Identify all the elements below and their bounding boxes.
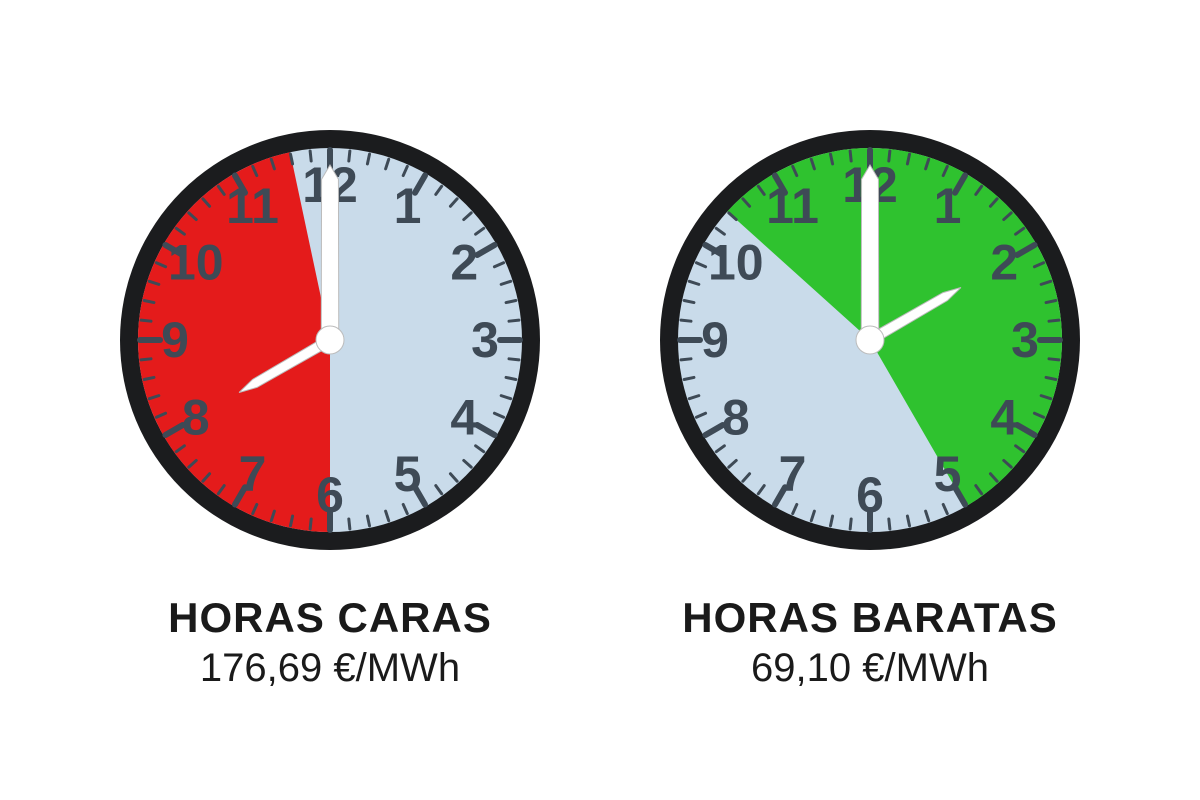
expensive-clock: 123456789101112: [100, 110, 560, 570]
svg-text:7: 7: [239, 446, 267, 502]
svg-text:7: 7: [779, 446, 807, 502]
svg-text:11: 11: [766, 177, 819, 233]
svg-text:1: 1: [394, 177, 422, 233]
cheap-price: 69,10 €/MWh: [751, 646, 989, 691]
cheap-hours-panel: 123456789101112 HORAS BARATAS 69,10 €/MW…: [640, 110, 1100, 691]
svg-text:1: 1: [934, 177, 962, 233]
cheap-title: HORAS BARATAS: [682, 594, 1057, 642]
svg-text:4: 4: [990, 389, 1018, 445]
expensive-title: HORAS CARAS: [168, 594, 492, 642]
svg-text:10: 10: [168, 234, 224, 290]
svg-text:3: 3: [471, 312, 499, 368]
svg-text:11: 11: [226, 177, 279, 233]
svg-text:9: 9: [161, 312, 189, 368]
svg-text:8: 8: [182, 389, 210, 445]
expensive-hours-panel: 123456789101112 HORAS CARAS 176,69 €/MWh: [100, 110, 560, 691]
svg-text:2: 2: [990, 234, 1018, 290]
svg-text:4: 4: [450, 389, 478, 445]
svg-text:5: 5: [394, 446, 422, 502]
cheap-clock: 123456789101112: [640, 110, 1100, 570]
svg-text:10: 10: [708, 234, 764, 290]
svg-text:9: 9: [701, 312, 729, 368]
svg-text:6: 6: [856, 467, 884, 523]
svg-text:6: 6: [316, 467, 344, 523]
svg-text:5: 5: [934, 446, 962, 502]
svg-text:2: 2: [450, 234, 478, 290]
expensive-price: 176,69 €/MWh: [200, 646, 460, 691]
svg-text:8: 8: [722, 389, 750, 445]
svg-text:3: 3: [1011, 312, 1039, 368]
